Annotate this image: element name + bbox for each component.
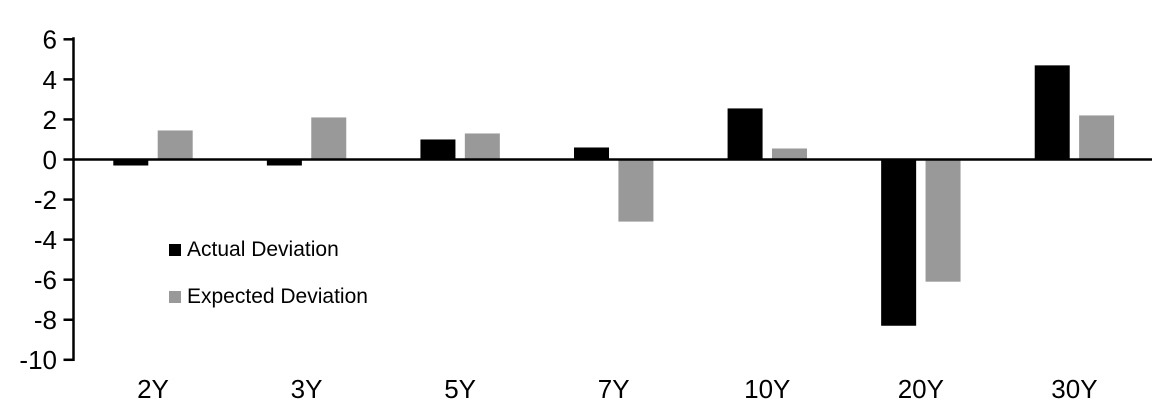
bar-expected-deviation-5y xyxy=(464,133,500,160)
bar-actual-deviation-30y xyxy=(1034,65,1070,160)
y-tick-label-6: 6 xyxy=(43,25,57,55)
bar-actual-deviation-5y xyxy=(420,139,456,160)
legend-item-actual-deviation: Actual Deviation xyxy=(169,238,339,262)
legend-item-expected-deviation: Expected Deviation xyxy=(169,285,368,309)
legend-swatch-expected-icon xyxy=(169,291,181,303)
x-category-label-30y: 30Y xyxy=(1051,374,1097,404)
y-tick-label--2: -2 xyxy=(34,185,57,215)
y-tick-label--10: -10 xyxy=(19,345,57,375)
bar-expected-deviation-10y xyxy=(771,148,807,160)
y-tick-label-0: 0 xyxy=(43,145,57,175)
legend-label-actual-deviation: Actual Deviation xyxy=(187,238,339,261)
legend-swatch-actual-icon xyxy=(169,244,181,256)
bar-expected-deviation-20y xyxy=(925,159,961,282)
bar-actual-deviation-10y xyxy=(727,108,763,160)
x-category-label-2y: 2Y xyxy=(137,374,169,404)
y-tick-label-4: 4 xyxy=(43,65,57,95)
x-category-label-5y: 5Y xyxy=(444,374,476,404)
x-category-label-20y: 20Y xyxy=(898,374,944,404)
bar-actual-deviation-3y xyxy=(266,159,302,166)
legend-label-expected-deviation: Expected Deviation xyxy=(187,285,368,308)
bar-expected-deviation-30y xyxy=(1079,115,1115,160)
bar-expected-deviation-7y xyxy=(618,159,654,222)
y-tick-label--6: -6 xyxy=(34,265,57,295)
y-tick-label--4: -4 xyxy=(34,225,57,255)
y-tick-label-2: 2 xyxy=(43,105,57,135)
bar-actual-deviation-20y xyxy=(881,159,917,326)
x-category-label-7y: 7Y xyxy=(598,374,630,404)
bar-actual-deviation-2y xyxy=(113,159,149,166)
bar-expected-deviation-2y xyxy=(157,130,193,160)
y-tick-label--8: -8 xyxy=(34,305,57,335)
x-category-label-3y: 3Y xyxy=(291,374,323,404)
x-category-label-10y: 10Y xyxy=(744,374,790,404)
bar-actual-deviation-7y xyxy=(574,147,610,160)
bar-expected-deviation-3y xyxy=(311,117,347,160)
